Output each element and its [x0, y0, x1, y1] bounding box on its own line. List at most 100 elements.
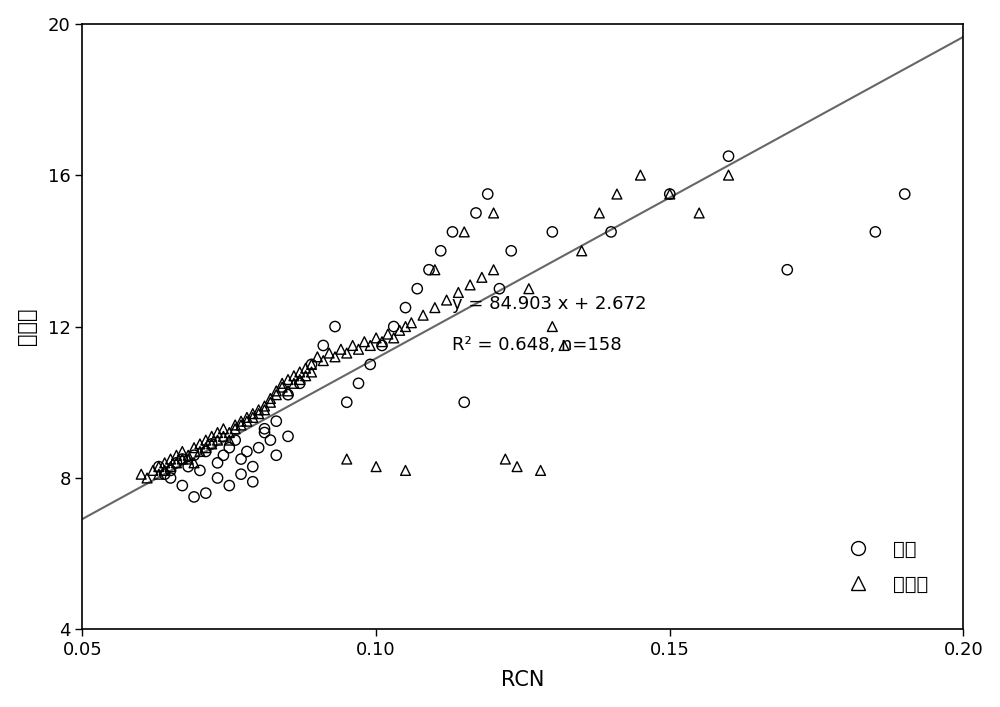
Point — [221, 480, 237, 491]
Point — [351, 378, 367, 389]
Point — [168, 450, 184, 461]
Point — [157, 464, 173, 476]
Point — [304, 366, 320, 378]
Point — [163, 464, 179, 476]
Point — [280, 374, 296, 385]
Y-axis label: 碳氮比: 碳氮比 — [17, 308, 37, 345]
Point — [897, 188, 913, 199]
Point — [327, 351, 343, 363]
Point — [333, 344, 349, 355]
Point — [221, 442, 237, 453]
Point — [215, 431, 231, 442]
Point — [163, 472, 179, 484]
Point — [292, 366, 308, 378]
Point — [339, 347, 355, 358]
Point — [245, 408, 261, 419]
Point — [210, 427, 226, 438]
Point — [139, 472, 155, 484]
Point — [151, 461, 167, 472]
Point — [433, 245, 449, 257]
Point — [427, 264, 443, 276]
Point — [262, 435, 278, 446]
Point — [374, 336, 390, 347]
Point — [867, 226, 883, 238]
Point — [327, 321, 343, 332]
Text: y = 84.903 x + 2.672: y = 84.903 x + 2.672 — [452, 295, 647, 312]
Point — [779, 264, 795, 276]
Point — [468, 207, 484, 218]
Point — [721, 170, 737, 181]
Point — [198, 442, 214, 453]
Point — [180, 453, 196, 464]
Point — [245, 476, 261, 487]
Point — [362, 340, 378, 351]
Point — [163, 453, 179, 464]
Point — [239, 416, 255, 427]
Point — [257, 427, 273, 438]
Point — [321, 347, 337, 358]
Point — [174, 453, 190, 464]
Point — [380, 329, 396, 340]
Point — [462, 279, 478, 291]
Point — [192, 446, 208, 457]
Point — [397, 302, 413, 313]
Point — [198, 446, 214, 457]
Point — [210, 472, 226, 484]
Point — [421, 264, 437, 276]
Point — [251, 442, 267, 453]
Point — [192, 464, 208, 476]
Point — [151, 469, 167, 480]
Point — [339, 397, 355, 408]
Point — [544, 226, 560, 238]
Point — [556, 340, 572, 351]
Point — [168, 457, 184, 469]
Point — [210, 435, 226, 446]
Point — [574, 245, 590, 257]
Point — [298, 363, 314, 374]
Point — [439, 294, 455, 305]
Point — [180, 461, 196, 472]
Point — [609, 188, 625, 199]
Point — [544, 321, 560, 332]
Point — [274, 382, 290, 393]
Point — [239, 446, 255, 457]
Point — [591, 207, 607, 218]
Point — [356, 336, 372, 347]
Point — [309, 351, 325, 363]
Point — [180, 450, 196, 461]
Point — [533, 464, 549, 476]
Point — [298, 370, 314, 381]
Point — [163, 461, 179, 472]
Point — [339, 453, 355, 464]
Point — [409, 283, 425, 294]
Point — [486, 264, 502, 276]
Point — [450, 287, 466, 298]
Point — [186, 450, 202, 461]
Point — [304, 358, 320, 370]
Point — [286, 370, 302, 381]
Point — [221, 427, 237, 438]
Point — [151, 461, 167, 472]
Point — [215, 423, 231, 434]
Point — [292, 374, 308, 385]
Point — [227, 423, 243, 434]
Point — [503, 245, 519, 257]
Point — [603, 226, 619, 238]
Point — [280, 385, 296, 397]
Point — [368, 461, 384, 472]
Point — [221, 435, 237, 446]
Point — [368, 332, 384, 344]
Point — [268, 450, 284, 461]
Point — [262, 393, 278, 404]
Point — [480, 188, 496, 199]
Point — [427, 302, 443, 313]
X-axis label: RCN: RCN — [501, 670, 545, 690]
Point — [386, 332, 402, 344]
Point — [521, 283, 537, 294]
Point — [304, 358, 320, 370]
Point — [397, 464, 413, 476]
Point — [362, 358, 378, 370]
Point — [210, 457, 226, 469]
Point — [403, 317, 419, 329]
Point — [174, 480, 190, 491]
